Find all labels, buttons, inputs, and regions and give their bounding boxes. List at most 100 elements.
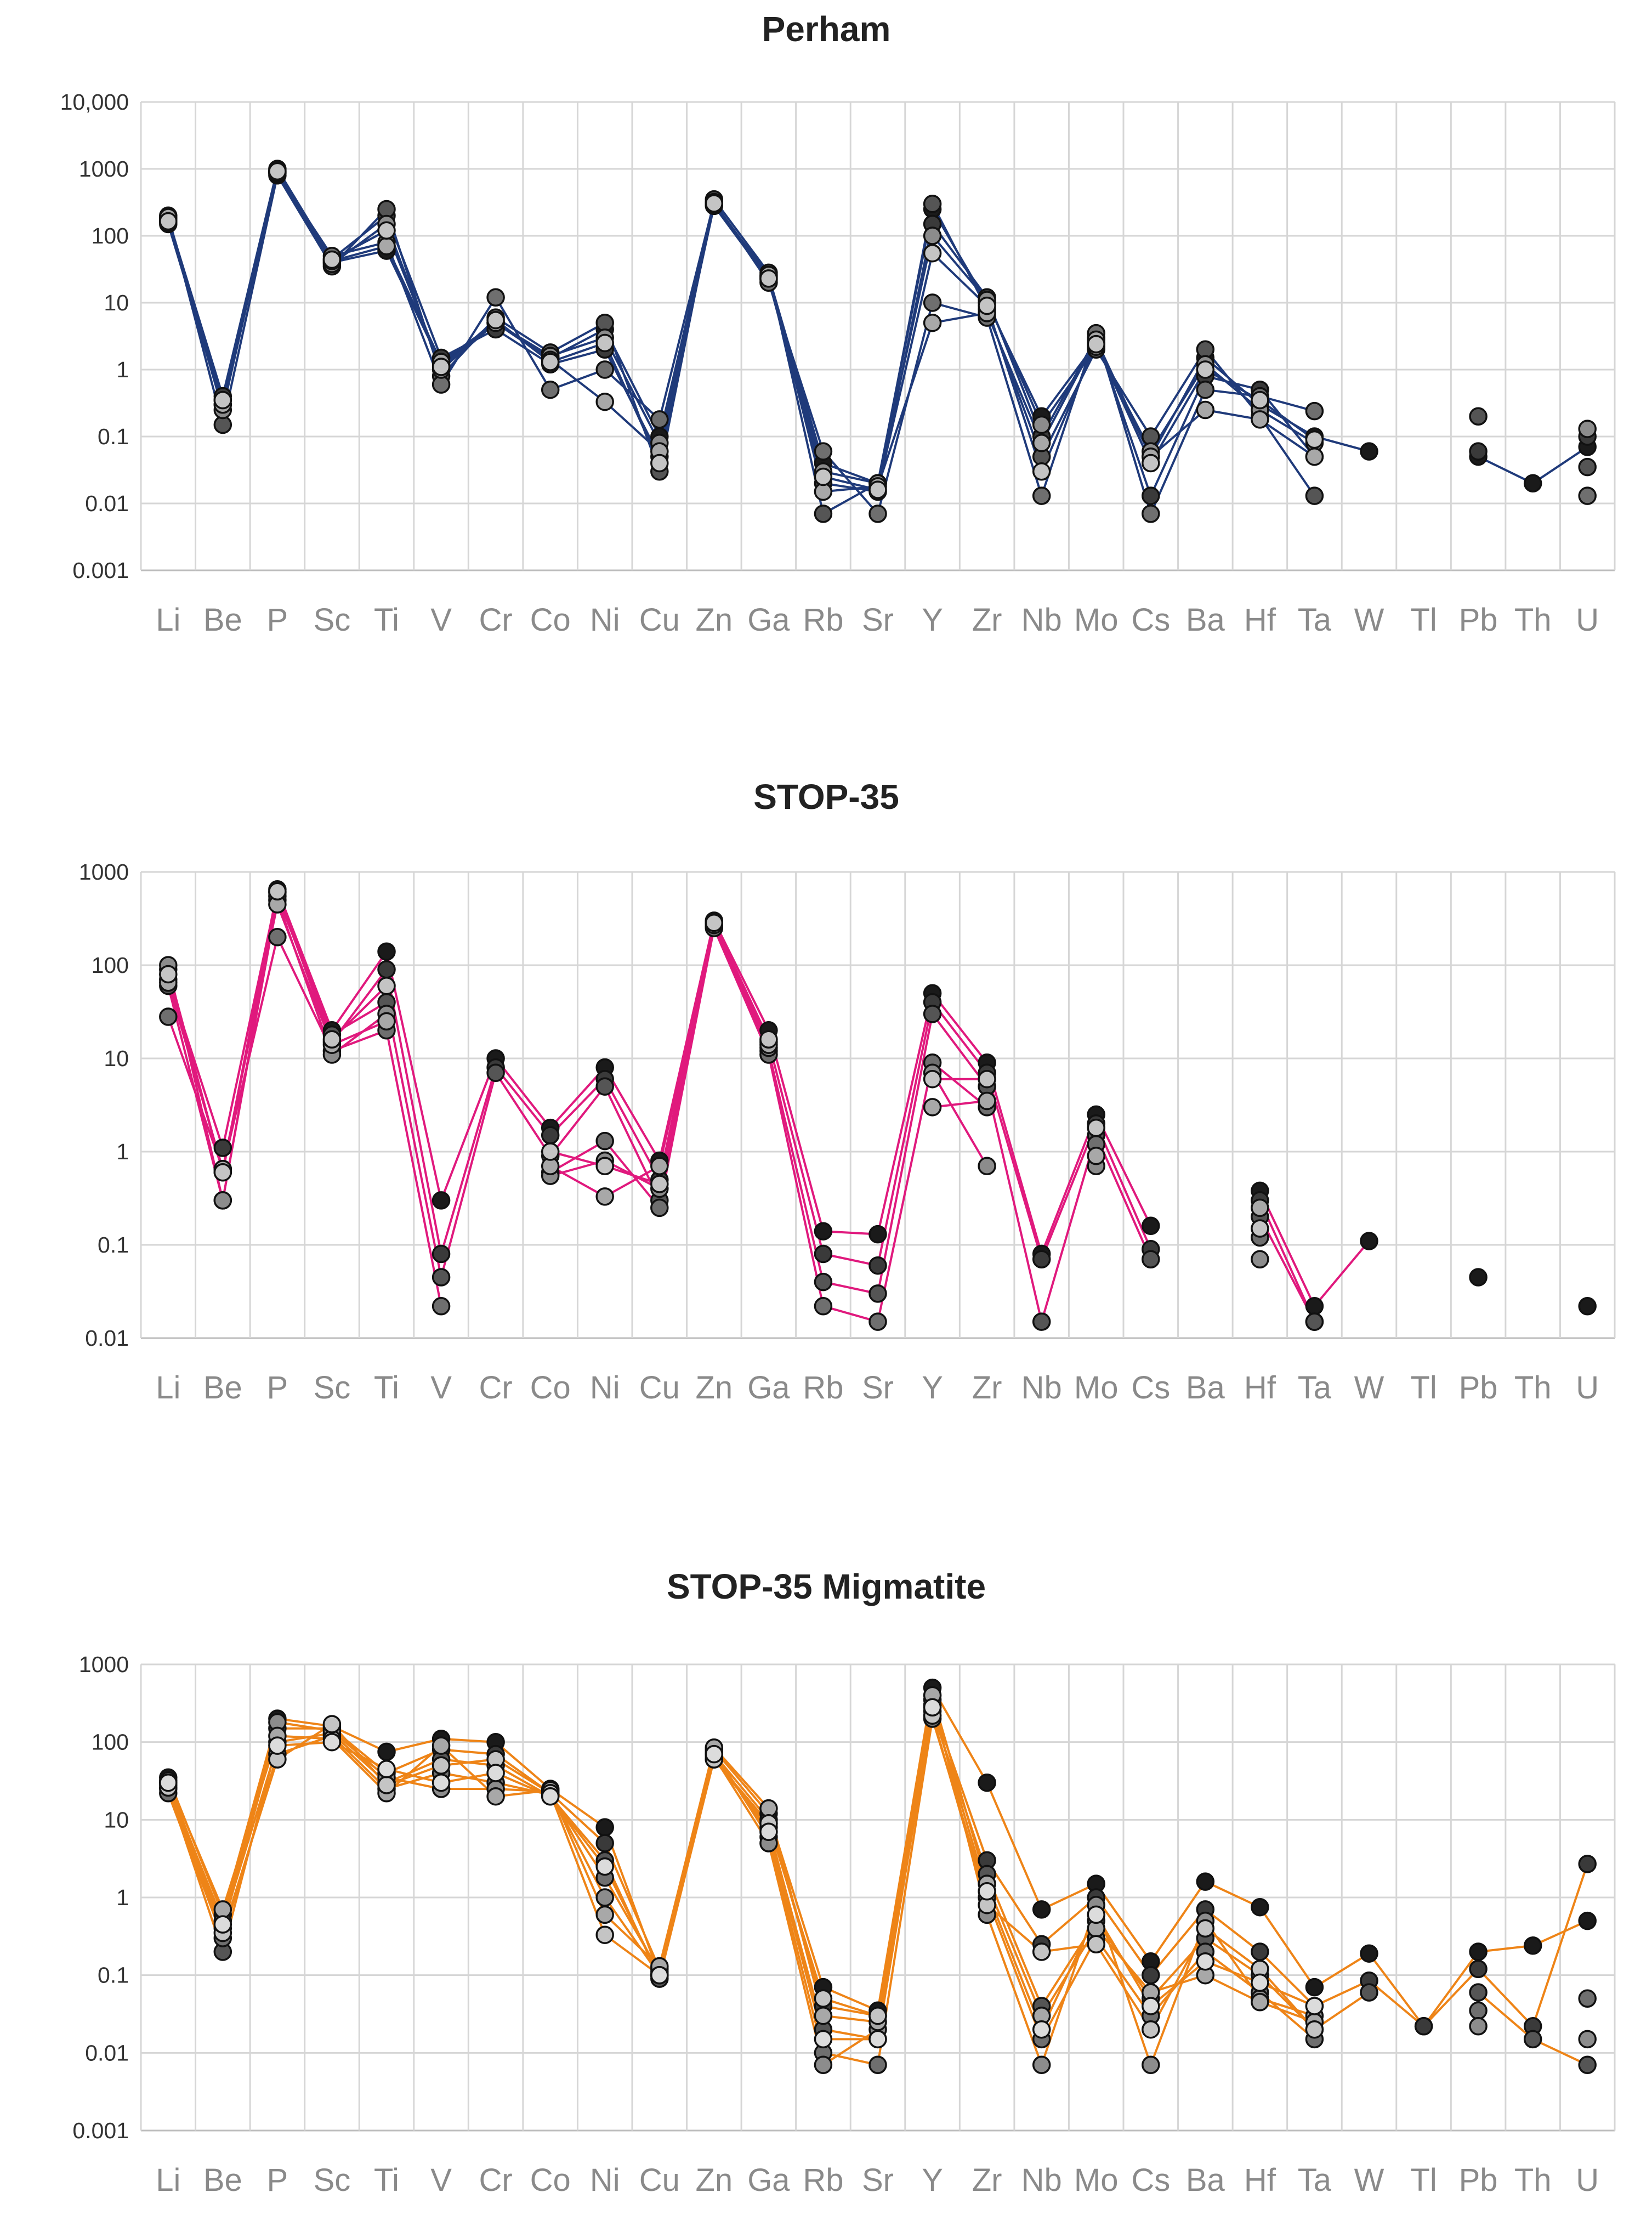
- x-tick-label: Zn: [695, 2162, 733, 2198]
- x-tick-label: Zn: [695, 602, 733, 638]
- data-point: [213, 1163, 232, 1182]
- series-line: [549, 927, 988, 1323]
- data-point: [1578, 486, 1597, 505]
- x-tick-label: Th: [1514, 2162, 1552, 2198]
- data-point: [1196, 1919, 1215, 1938]
- series-line: [167, 170, 1315, 491]
- y-tick-label: 1: [116, 1139, 129, 1164]
- x-tick-label: P: [267, 2162, 288, 2198]
- data-point: [322, 1715, 342, 1734]
- data-point: [377, 237, 396, 256]
- data-point: [432, 1773, 451, 1792]
- series-line: [550, 921, 770, 1190]
- y-tick-label: 1000: [79, 859, 129, 885]
- data-point: [978, 296, 996, 315]
- data-point: [1414, 2017, 1433, 2036]
- x-tick-label: Cs: [1131, 2162, 1170, 2198]
- data-point: [377, 221, 396, 240]
- chart-panel-stop-35: STOP-35 0.01 0.1 1 10 100 1000 Li Be P Sc Ti V Cr Co Ni…: [79, 777, 1616, 1406]
- x-tick-label: Li: [156, 1370, 180, 1406]
- data-point: [1196, 360, 1215, 379]
- data-point: [1142, 1965, 1160, 1985]
- data-point: [814, 1272, 833, 1291]
- data-point: [595, 1905, 614, 1924]
- data-point: [1087, 1935, 1105, 1954]
- x-tick-label: Be: [203, 2162, 242, 2198]
- data-point: [1578, 1297, 1597, 1316]
- series-line: [931, 1072, 988, 1167]
- data-point: [1032, 2020, 1051, 2039]
- data-point: [923, 293, 942, 312]
- data-point: [1578, 2055, 1597, 2075]
- data-point: [759, 1822, 778, 1842]
- x-tick-label: Sr: [862, 2162, 894, 2198]
- data-point: [322, 1732, 342, 1752]
- data-point: [377, 976, 396, 995]
- data-point: [1578, 1911, 1597, 1930]
- data-point: [1251, 390, 1269, 410]
- data-point: [1087, 1147, 1105, 1165]
- data-point: [432, 1756, 451, 1775]
- data-point: [595, 1131, 614, 1151]
- data-point: [432, 1268, 451, 1287]
- data-point: [650, 1198, 669, 1217]
- y-tick-label: 1000: [79, 1652, 129, 1677]
- data-point: [1032, 462, 1051, 481]
- data-point: [432, 1191, 451, 1210]
- data-point: [814, 1244, 833, 1264]
- x-tick-label: Ga: [747, 2162, 790, 2198]
- x-tick-label: Sr: [862, 602, 894, 638]
- data-point: [432, 1297, 451, 1316]
- data-point: [595, 392, 614, 411]
- data-point: [595, 1157, 614, 1176]
- data-point: [159, 965, 178, 984]
- data-point: [705, 1744, 724, 1764]
- y-tick-label: 10,000: [60, 89, 129, 115]
- data-point: [1360, 1944, 1378, 1963]
- x-tick-label: Cr: [479, 2162, 513, 2198]
- x-tick-label: Ti: [374, 602, 399, 638]
- data-point: [1523, 474, 1542, 493]
- data-point: [486, 1063, 505, 1083]
- data-point: [1523, 1936, 1542, 1955]
- data-point: [595, 1857, 614, 1876]
- x-tick-label: Ba: [1186, 602, 1225, 638]
- data-point: [377, 942, 396, 961]
- x-tick-label: Ti: [374, 2162, 399, 2198]
- data-point: [923, 313, 942, 332]
- data-point: [759, 269, 778, 288]
- data-point: [868, 1256, 887, 1275]
- data-point: [541, 353, 560, 371]
- chart-title: Perham: [762, 9, 891, 49]
- data-point: [268, 882, 287, 901]
- data-point: [1196, 1872, 1215, 1891]
- series-line: [167, 1710, 1370, 2041]
- data-point: [814, 2006, 833, 2025]
- data-point: [159, 1007, 178, 1026]
- data-point: [650, 1175, 669, 1193]
- x-tick-label: Ta: [1298, 2162, 1332, 2198]
- data-point: [978, 1069, 996, 1089]
- x-tick-label: Ni: [590, 2162, 620, 2198]
- x-tick-label: Zn: [695, 1370, 733, 1406]
- data-point: [1469, 1942, 1488, 1961]
- data-point: [159, 212, 178, 231]
- data-point: [159, 1773, 178, 1792]
- data-point: [1578, 1989, 1597, 2008]
- data-point: [595, 360, 614, 379]
- x-tick-label: Sc: [314, 2162, 351, 2198]
- data-point: [1469, 2017, 1488, 2036]
- data-point: [1305, 401, 1324, 421]
- x-tick-label: Rb: [803, 1370, 843, 1406]
- data-point: [923, 1069, 942, 1089]
- data-point: [377, 1760, 396, 1778]
- data-point: [1251, 1993, 1269, 2012]
- y-tick-label: 100: [92, 223, 129, 248]
- data-point: [1032, 486, 1051, 505]
- data-point: [1196, 400, 1215, 420]
- x-tick-label: V: [430, 1370, 452, 1406]
- data-point: [1305, 1297, 1324, 1316]
- data-point: [1251, 1250, 1269, 1269]
- x-tick-label: W: [1354, 602, 1384, 638]
- data-point: [213, 1915, 232, 1934]
